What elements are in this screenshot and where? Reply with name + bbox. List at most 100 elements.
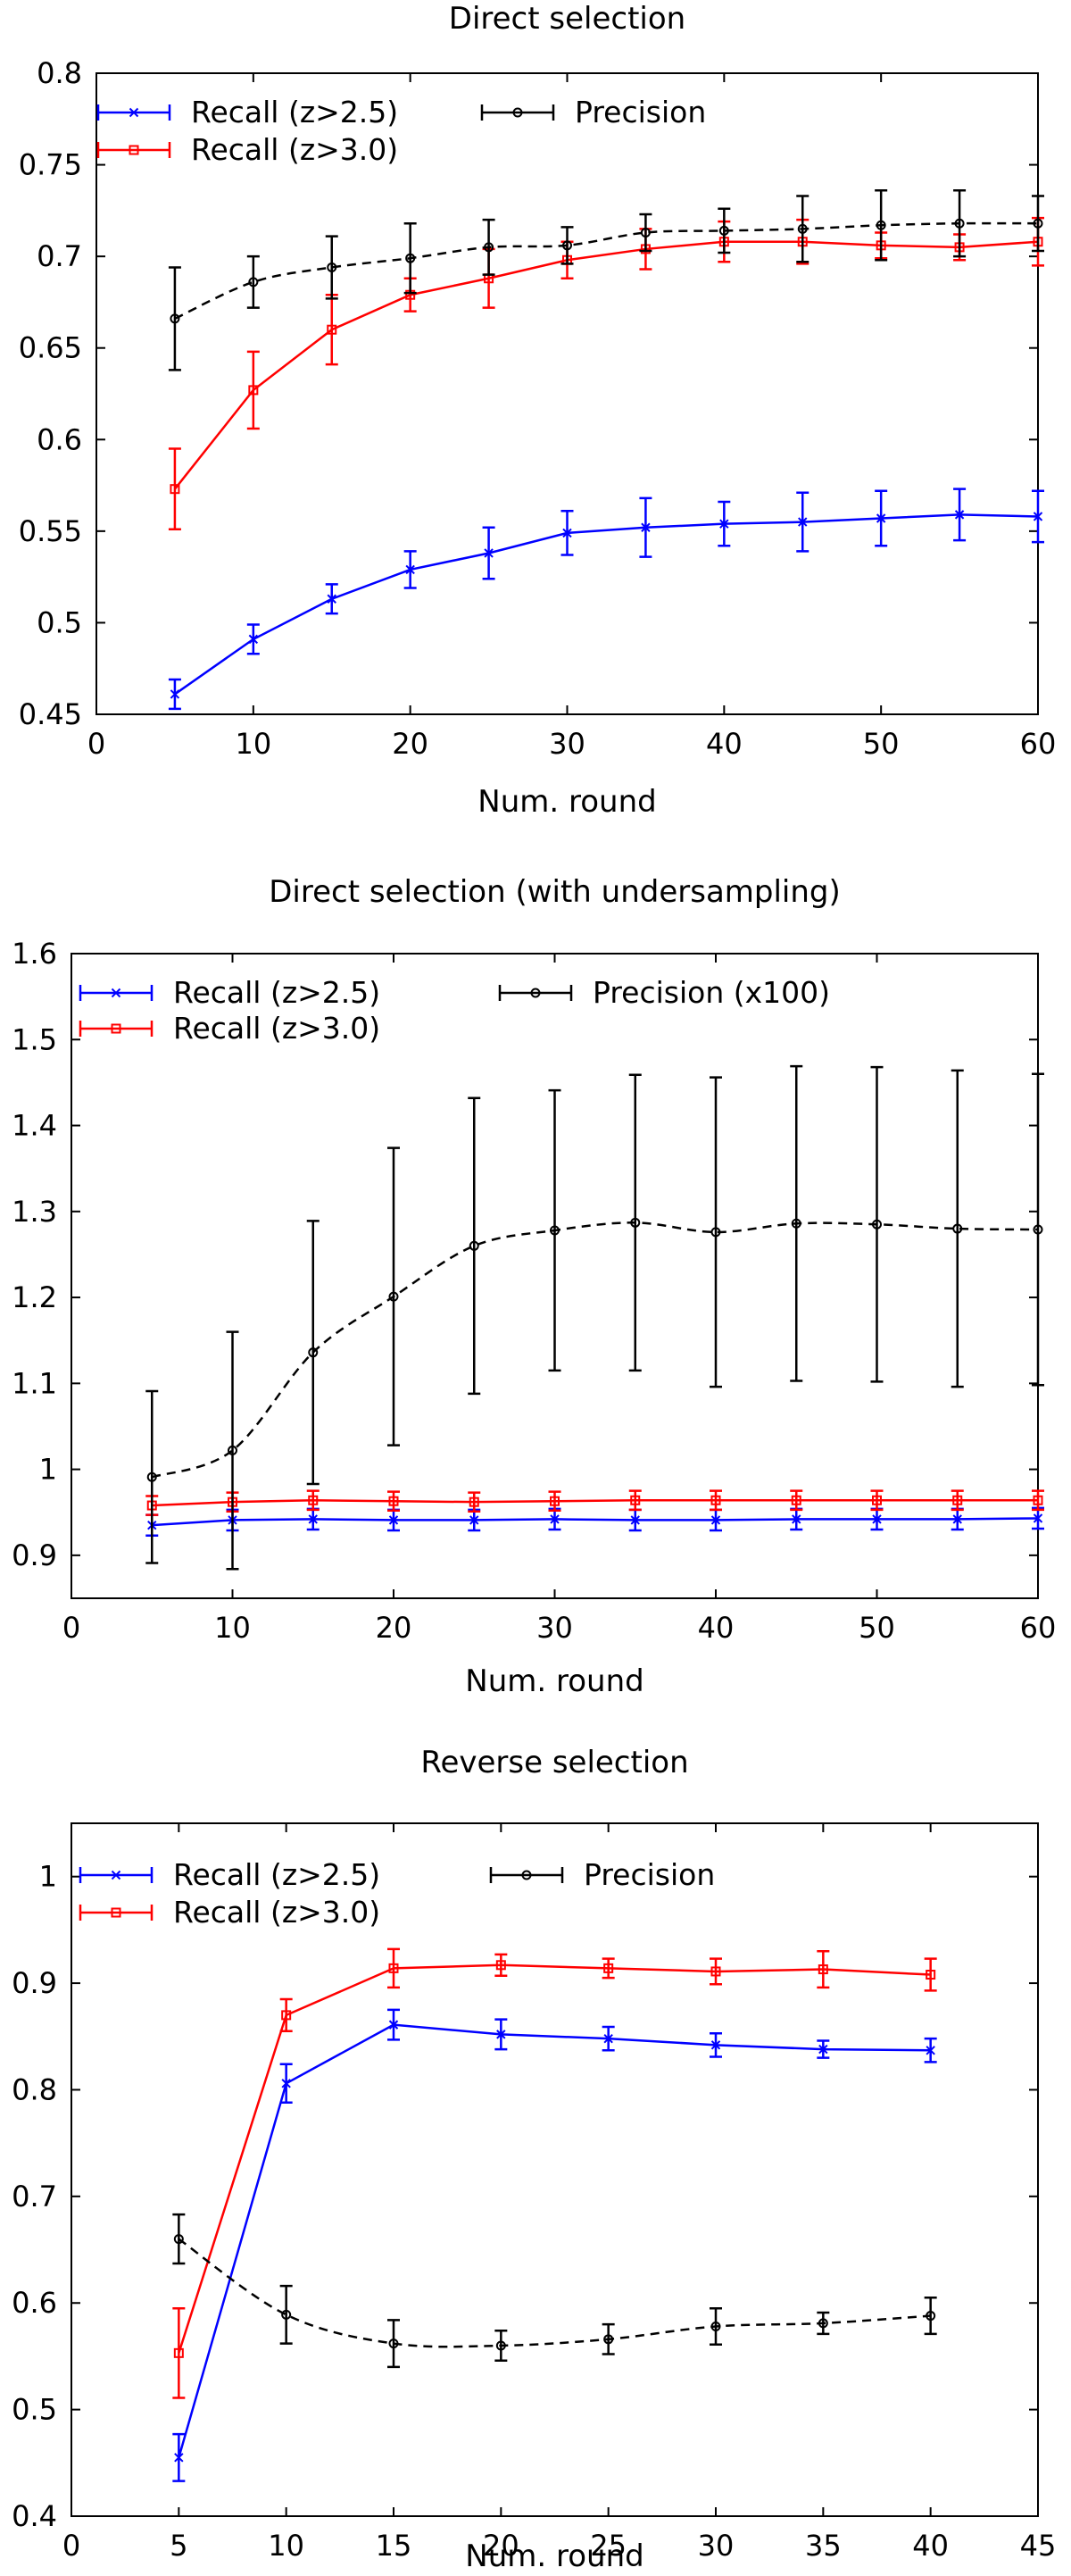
error-bar	[796, 195, 809, 263]
error-bar	[306, 1489, 320, 1512]
y-tick-label: 0.6	[12, 2286, 57, 2320]
data-point	[469, 1515, 479, 1525]
legend-label: Precision (x100)	[593, 975, 830, 1010]
legend-entry-precision: Precision	[480, 95, 706, 129]
data-point	[469, 1496, 479, 1507]
error-bar	[1032, 195, 1044, 253]
x-tick-label: 35	[805, 2529, 842, 2563]
legend-label: Recall (z>3.0)	[191, 132, 398, 167]
y-tick-label: 0.7	[12, 2180, 57, 2213]
data-point	[327, 324, 337, 335]
data-point	[710, 2321, 721, 2331]
y-tick-label: 0.75	[19, 148, 82, 182]
data-point	[248, 385, 259, 396]
error-bar	[790, 1064, 803, 1382]
data-point	[170, 484, 180, 495]
legend-marker	[111, 1023, 121, 1034]
y-tick-label: 1.5	[12, 1022, 57, 1056]
legend-marker	[512, 107, 523, 118]
data-point	[388, 2020, 399, 2030]
x-axis-label: Num. round	[465, 2538, 643, 2574]
x-tick-label: 45	[1020, 2529, 1057, 2563]
chart-title: Direct selection	[449, 1, 685, 37]
data-point	[388, 2338, 399, 2349]
error-bar	[710, 1957, 722, 1986]
x-tick-label: 5	[170, 2529, 187, 2563]
y-tick-label: 0.9	[12, 1538, 57, 1572]
data-point	[792, 1514, 801, 1524]
data-point	[1033, 218, 1043, 229]
data-point	[388, 1496, 399, 1506]
data-point	[248, 277, 259, 288]
x-tick-label: 10	[268, 2529, 304, 2563]
data-point	[550, 1225, 560, 1236]
error-bar	[790, 1489, 803, 1512]
error-bar	[924, 1957, 937, 1992]
legend-marker	[129, 145, 139, 155]
error-bar	[468, 1096, 481, 1396]
error-bar	[953, 189, 967, 258]
data-point	[710, 1966, 721, 1977]
error-bar	[560, 226, 574, 265]
series-line	[178, 1963, 931, 2354]
data-point	[791, 1495, 801, 1505]
data-point	[170, 313, 180, 324]
error-bar	[548, 1490, 561, 1513]
data-point	[952, 1495, 963, 1505]
x-tick-label: 15	[376, 2529, 412, 2563]
legend-label: Recall (z>2.5)	[191, 95, 398, 129]
data-point	[281, 2079, 291, 2088]
series-line	[152, 1517, 1039, 1527]
y-tick-label: 1	[39, 1453, 57, 1487]
data-point	[495, 1960, 506, 1971]
x-tick-label: 0	[62, 1611, 80, 1645]
series-precision	[172, 2213, 937, 2369]
error-bar	[494, 2330, 508, 2362]
y-tick-label: 0.8	[12, 2072, 57, 2106]
legend-marker	[111, 1870, 121, 1880]
y-tick-label: 0.7	[37, 239, 82, 273]
error-bar	[1032, 1489, 1044, 1512]
x-tick-label: 40	[912, 2529, 949, 2563]
data-point	[603, 1963, 614, 1973]
series-line	[174, 513, 1039, 696]
legend-swatch	[79, 1905, 154, 1921]
legend-swatch	[498, 985, 573, 1001]
data-point	[818, 1964, 828, 1975]
data-point	[327, 262, 337, 272]
error-bar	[870, 1489, 884, 1512]
error-bar	[602, 1957, 615, 1980]
y-tick-label: 1	[39, 1860, 57, 1894]
data-point	[308, 1495, 319, 1505]
x-tick-label: 40	[706, 727, 743, 761]
error-bar	[172, 2213, 186, 2265]
y-tick-label: 0.45	[19, 697, 82, 731]
data-point	[281, 2309, 292, 2320]
x-tick-label: 10	[214, 1611, 251, 1645]
data-point	[718, 225, 729, 236]
error-bar	[306, 1220, 320, 1486]
data-point	[495, 2340, 506, 2351]
data-point	[1033, 1513, 1043, 1523]
data-point	[388, 1963, 399, 1973]
data-point	[405, 564, 415, 575]
y-tick-label: 0.4	[12, 2499, 57, 2533]
error-bar	[924, 2297, 937, 2336]
legend-entry-recall-z-3-0: Recall (z>3.0)	[79, 1011, 380, 1046]
error-bar	[548, 1088, 561, 1372]
x-axis-label: Num. round	[477, 784, 656, 820]
error-bar	[145, 1389, 159, 1564]
series-precision	[168, 189, 1044, 371]
x-tick-label: 20	[483, 2529, 519, 2563]
chart-title: Reverse selection	[420, 1745, 688, 1780]
y-tick-label: 0.65	[19, 331, 82, 365]
error-bar	[628, 1489, 642, 1512]
error-bar	[246, 350, 260, 430]
x-tick-label: 0	[62, 2529, 80, 2563]
legend-marker	[530, 988, 541, 998]
error-bar	[387, 1146, 400, 1446]
data-point	[872, 1495, 882, 1505]
series-recall-z-2-5	[145, 1506, 1044, 1537]
error-bar	[494, 1953, 508, 1977]
error-bar	[951, 1069, 964, 1388]
